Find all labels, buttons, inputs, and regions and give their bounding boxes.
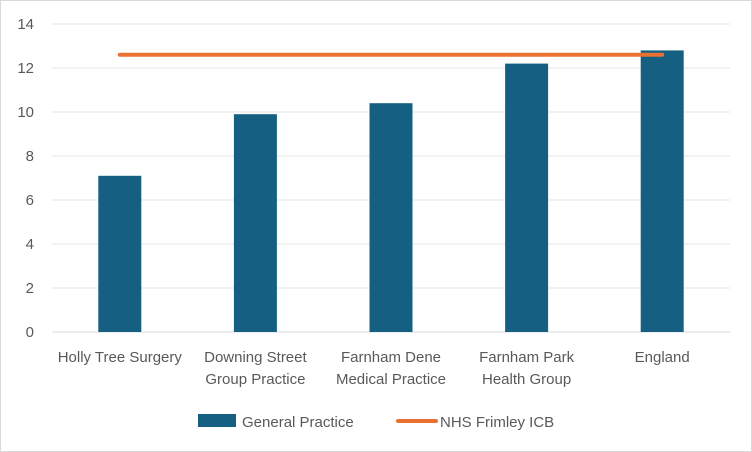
y-tick-label: 4 [26, 236, 34, 253]
y-tick-label: 2 [26, 280, 34, 297]
bar-general-practice [369, 103, 413, 332]
bar-general-practice [505, 63, 549, 332]
y-tick-label: 0 [26, 324, 34, 341]
x-category-label: Downing Street Group Practice [204, 349, 307, 388]
bar-general-practice [640, 50, 684, 333]
bars [98, 50, 684, 333]
y-tick-label: 8 [26, 148, 34, 165]
y-tick-label: 6 [26, 192, 34, 209]
x-category-label: Holly Tree Surgery [58, 349, 183, 366]
y-tick-label: 14 [17, 16, 34, 33]
x-category-label: England [635, 349, 690, 366]
legend: General Practice NHS Frimley ICB [198, 414, 554, 431]
legend-label-general-practice: General Practice [242, 414, 354, 431]
y-tick-label: 12 [17, 60, 34, 77]
bar-general-practice [98, 175, 142, 332]
legend-swatch-general-practice [198, 414, 236, 427]
bar-general-practice [233, 114, 277, 332]
x-axis-labels: Holly Tree Surgery Downing Street Group Pr… [58, 349, 690, 388]
y-tick-label: 10 [17, 104, 34, 121]
x-category-label: Farnham Park Health Group [479, 349, 575, 388]
legend-label-nhs-frimley-icb: NHS Frimley ICB [440, 414, 554, 431]
x-category-label: Farnham Dene Medical Practice [336, 349, 446, 388]
y-axis-ticks: 0 2 4 6 8 10 12 14 [17, 16, 34, 341]
